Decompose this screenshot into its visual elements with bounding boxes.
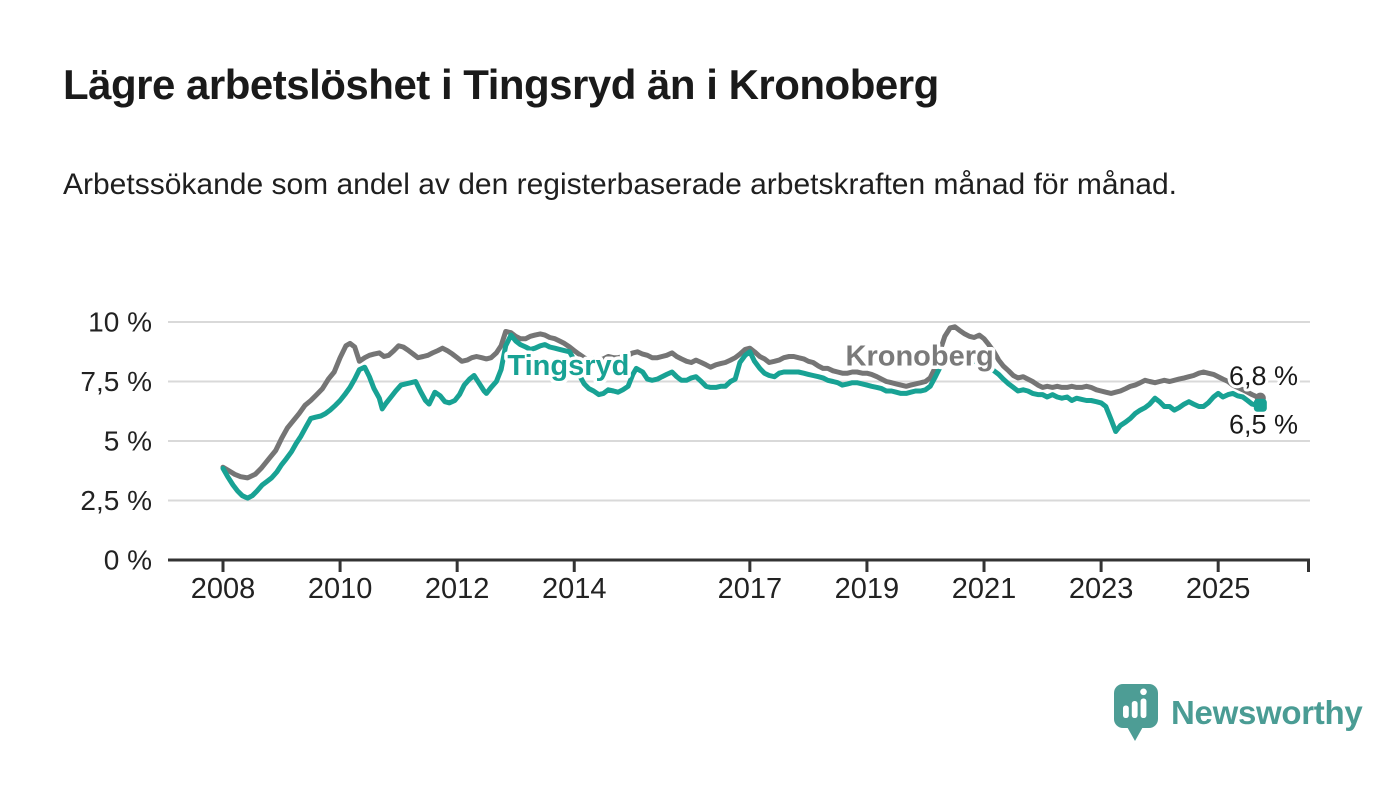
bar-chart-glyph: [1123, 688, 1147, 718]
series-line-tingsryd: [220, 332, 1263, 501]
newsworthy-logo: Newsworthy: [1114, 684, 1363, 742]
y-axis-label: 0 %: [104, 545, 152, 576]
page-title: Lägre arbetslöshet i Tingsryd än i Krono…: [63, 61, 939, 108]
x-axis-label: 2008: [191, 573, 256, 605]
newsworthy-logo-icon: [1114, 684, 1158, 741]
x-axis-label: 2012: [425, 573, 490, 605]
series-line-kronoberg: [220, 324, 1263, 481]
series-end-value-kronoberg: 6,8 %: [1229, 361, 1298, 391]
x-axis-label: 2014: [542, 573, 607, 605]
series-end-marker-tingsryd: [1253, 398, 1267, 412]
series-label-tingsryd: Tingsryd: [507, 350, 629, 382]
series-end-value-tingsryd: 6,5 %: [1229, 409, 1298, 439]
x-axis-label: 2010: [308, 573, 373, 605]
y-axis-label: 2,5 %: [80, 485, 152, 516]
x-axis-label: 2023: [1069, 573, 1134, 605]
chart-subtitle: Arbetssökande som andel av den registerb…: [63, 168, 1177, 201]
y-axis-label: 5 %: [104, 426, 152, 457]
x-axis-label: 2019: [835, 573, 900, 605]
y-axis-label: 10 %: [88, 307, 152, 338]
newsworthy-logo-text: Newsworthy: [1171, 694, 1363, 731]
series-label-kronoberg: Kronoberg: [846, 341, 994, 373]
x-axis-label: 2025: [1186, 573, 1251, 605]
x-axis-label: 2017: [718, 573, 783, 605]
x-axis-label: 2021: [952, 573, 1017, 605]
y-axis-label: 7,5 %: [80, 366, 152, 397]
